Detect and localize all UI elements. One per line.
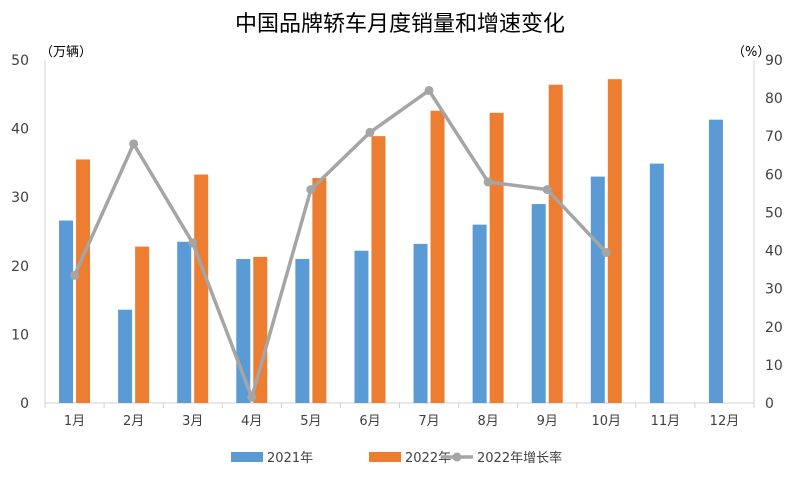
x-axis-category-label: 10月 <box>592 414 622 429</box>
point-2022年增长率 <box>365 127 375 137</box>
left-axis-tick-label: 40 <box>11 122 29 138</box>
x-axis-category-label: 7月 <box>418 414 439 429</box>
legend: 2021年 2022年 2022年增长率 <box>231 450 562 466</box>
right-axis-tick-label: 50 <box>765 205 783 221</box>
left-axis-tick-label: 50 <box>11 53 29 69</box>
bar-2021年 <box>354 250 369 403</box>
x-axis-category-label: 9月 <box>537 414 558 429</box>
x-axis-category-label: 2月 <box>123 414 144 429</box>
bar-2021年 <box>413 243 428 403</box>
left-axis-tick-label: 0 <box>20 396 29 412</box>
point-2022年增长率 <box>306 185 316 195</box>
legend-swatch-2022年 <box>369 452 401 462</box>
bar-2022年 <box>430 110 445 403</box>
bar-2022年 <box>253 256 268 403</box>
legend-label: 2022年增长率 <box>477 450 562 466</box>
right-axis-tick-label: 40 <box>765 244 783 260</box>
point-2022年增长率 <box>601 247 611 257</box>
legend-label: 2021年 <box>267 451 313 466</box>
legend-marker-2022年增长率 <box>452 452 462 462</box>
bar-2022年 <box>548 84 563 404</box>
plot-area: 0 10 20 30 40 50 0 10 20 30 40 50 60 70 80 90 1月 2月 3月 4月 5月… <box>11 53 783 429</box>
point-2022年增长率 <box>247 392 257 402</box>
right-axis-tick-label: 20 <box>765 320 783 336</box>
right-axis-tick-label: 10 <box>765 358 783 374</box>
point-2022年增长率 <box>129 139 139 149</box>
right-axis-tick-label: 30 <box>765 282 783 298</box>
x-axis-category-label: 12月 <box>710 414 740 429</box>
bar-2021年 <box>590 176 605 403</box>
left-axis-unit-label: （万辆） <box>40 45 92 60</box>
point-2022年增长率 <box>483 177 493 187</box>
point-2022年增长率 <box>188 238 198 248</box>
bar-2021年 <box>118 309 133 403</box>
bar-2021年 <box>177 241 192 403</box>
bar-2022年 <box>76 159 91 403</box>
right-axis-tick-label: 80 <box>765 91 783 107</box>
line-2022年增长率 <box>72 88 608 400</box>
bar-2021年 <box>59 220 74 403</box>
left-axis-tick-label: 10 <box>11 327 29 343</box>
bar-2022年 <box>371 136 386 403</box>
right-axis-tick-label: 60 <box>765 167 783 183</box>
point-2022年增长率 <box>70 270 80 280</box>
right-axis-unit-label: （%） <box>732 45 770 60</box>
legend-swatch-2021年 <box>231 452 263 462</box>
left-axis-tick-label: 20 <box>11 259 29 275</box>
bar-2021年 <box>708 119 723 403</box>
x-axis-category-label: 8月 <box>477 414 498 429</box>
x-axis-category-label: 3月 <box>182 414 203 429</box>
bar-2022年 <box>607 79 622 403</box>
x-axis-category-label: 5月 <box>300 414 321 429</box>
legend-label: 2022年 <box>405 451 451 466</box>
right-axis-tick-label: 70 <box>765 129 783 145</box>
bar-2022年 <box>312 177 327 403</box>
point-2022年增长率 <box>542 185 552 195</box>
bar-2021年 <box>236 258 251 403</box>
bar-2021年 <box>472 224 487 403</box>
bar-2021年 <box>295 258 310 403</box>
x-axis-category-label: 4月 <box>241 414 262 429</box>
bar-2022年 <box>489 112 504 404</box>
bar-2021年 <box>531 204 546 403</box>
point-2022年增长率 <box>424 85 434 95</box>
bar-2021年 <box>649 163 664 403</box>
left-axis-tick-label: 30 <box>11 190 29 206</box>
x-axis-category-label: 11月 <box>651 414 681 429</box>
bar-2022年 <box>135 246 150 403</box>
bar-2022年 <box>194 174 209 403</box>
x-axis-category-label: 6月 <box>359 414 380 429</box>
right-axis-tick-label: 90 <box>765 53 783 69</box>
right-axis-tick-label: 0 <box>765 396 774 412</box>
x-axis-category-label: 1月 <box>64 414 85 429</box>
chart-title: 中国品牌轿车月度销量和增速变化 <box>235 12 565 37</box>
